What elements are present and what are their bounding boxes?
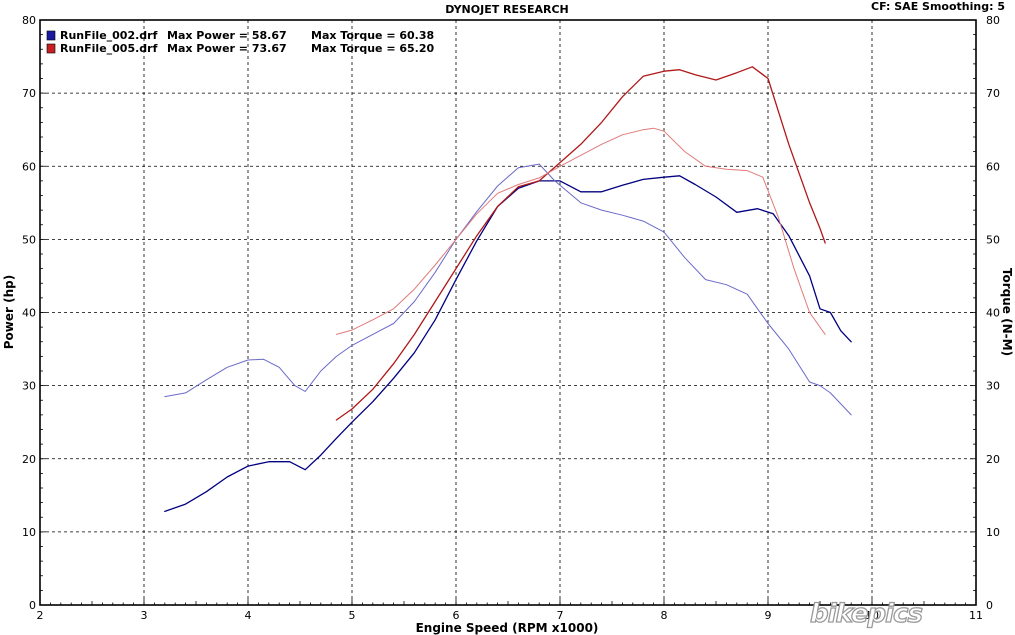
y2-tick-label: 70 (986, 87, 1000, 100)
x-tick-label: 6 (453, 609, 460, 622)
y2-axis-title: Torque (N-M) (1000, 268, 1014, 356)
y-tick-label: 20 (22, 453, 36, 466)
x-tick-label: 4 (245, 609, 252, 622)
legend-power-run1: Max Power = 58.67 (167, 29, 287, 42)
y-tick-label: 0 (29, 599, 36, 612)
x-tick-label: 7 (557, 609, 564, 622)
x-tick-label: 3 (141, 609, 148, 622)
x-tick-label: 11 (969, 609, 983, 622)
y2-tick-label: 30 (986, 380, 1000, 393)
y2-tick-label: 10 (986, 526, 1000, 539)
watermark-logo: bikepics (810, 599, 922, 629)
y2-tick-label: 60 (986, 160, 1000, 173)
chart-title: DYNOJET RESEARCH (445, 3, 568, 16)
series-line-1 (164, 175, 852, 513)
legend-file-run1: RunFile_002.drf (60, 29, 158, 42)
legend-torque-run2: Max Torque = 65.20 (311, 42, 435, 55)
series-line-4 (335, 127, 826, 335)
series-line-3 (335, 66, 826, 421)
y-axis-title: Power (hp) (2, 275, 16, 349)
x-tick-label: 9 (765, 609, 772, 622)
y-tick-label: 80 (22, 14, 36, 27)
y-tick-label: 50 (22, 233, 36, 246)
y2-tick-label: 80 (986, 14, 1000, 27)
y2-tick-label: 50 (986, 233, 1000, 246)
legend-torque-run1: Max Torque = 60.38 (311, 29, 434, 42)
y-tick-label: 60 (22, 160, 36, 173)
y-tick-label: 70 (22, 87, 36, 100)
legend-file-run2: RunFile_005.drf (60, 42, 158, 55)
x-tick-label: 10 (865, 609, 879, 622)
legend-swatch-run1 (46, 30, 56, 41)
x-tick-label: 8 (661, 609, 668, 622)
legend-power-run2: Max Power = 73.67 (167, 42, 287, 55)
axis-ticks: 2 3 4 5 6 7 8 9 10 110102030405060708001020304050… (22, 14, 1000, 622)
y-tick-label: 30 (22, 380, 36, 393)
x-axis-title: Engine Speed (RPM x1000) (416, 621, 599, 635)
y-tick-label: 40 (22, 307, 36, 320)
x-tick-label: 2 (37, 609, 44, 622)
series-layer (164, 66, 852, 513)
x-tick-label: 5 (349, 609, 356, 622)
legend: RunFile_002.drf Max Power = 58.67 Max To… (46, 29, 435, 55)
y2-tick-label: 0 (986, 599, 993, 612)
chart-settings: CF: SAE Smoothing: 5 (871, 0, 1005, 13)
series-line-2 (164, 163, 852, 416)
y2-tick-label: 40 (986, 307, 1000, 320)
legend-swatch-run2 (46, 43, 56, 54)
y-tick-label: 10 (22, 526, 36, 539)
y2-tick-label: 20 (986, 453, 1000, 466)
